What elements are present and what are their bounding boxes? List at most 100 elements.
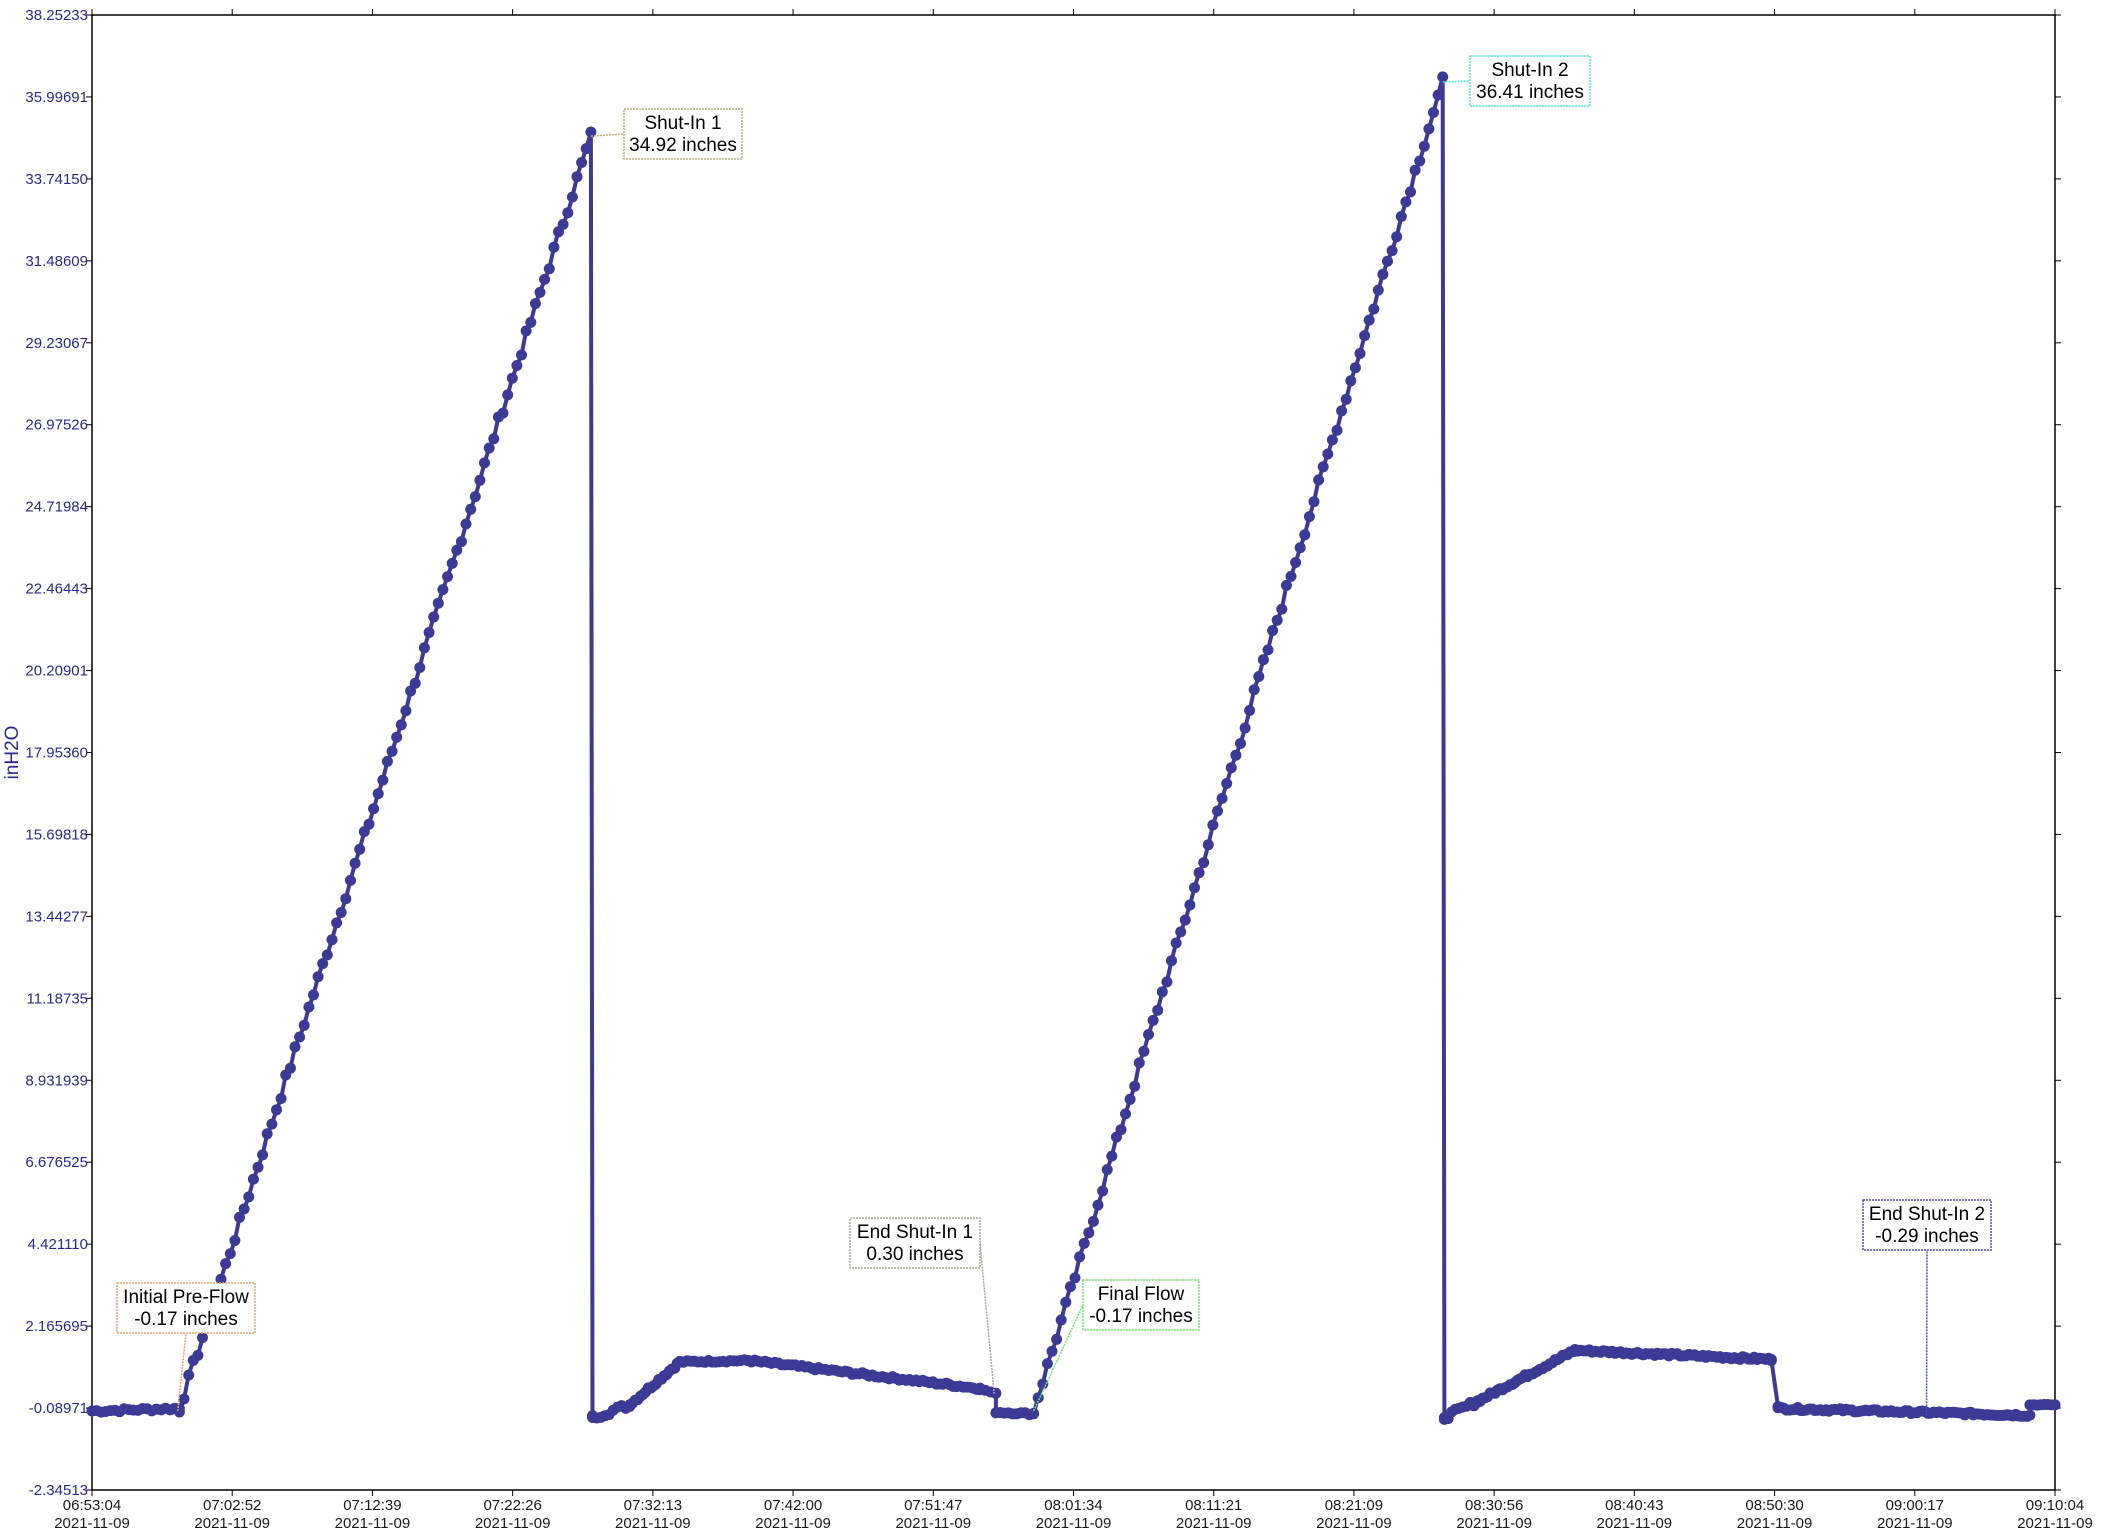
data-point: [400, 705, 412, 717]
data-point: [1359, 330, 1371, 342]
data-point: [497, 407, 509, 419]
data-point: [1331, 424, 1343, 436]
annotation-text: Initial Pre-Flow: [123, 1287, 249, 1308]
x-tick-label-time: 08:50:30: [1745, 1497, 1803, 1514]
data-point: [178, 1393, 190, 1405]
data-point: [1248, 684, 1260, 696]
annotation-text: Final Flow: [1098, 1284, 1185, 1305]
data-point: [1340, 393, 1352, 405]
y-tick-label: 20.20901: [25, 663, 88, 680]
data-point: [1349, 362, 1361, 374]
data-point: [1133, 1057, 1145, 1069]
data-point: [1138, 1045, 1150, 1057]
data-point: [451, 544, 463, 556]
data-point: [331, 917, 343, 929]
data-point: [317, 958, 329, 970]
data-point: [1120, 1108, 1131, 1120]
data-point: [2049, 1399, 2061, 1411]
data-point: [1336, 405, 1348, 417]
data-point: [585, 126, 597, 138]
x-tick-label-date: 2021-11-09: [335, 1515, 411, 1532]
x-tick-label-time: 08:30:56: [1465, 1497, 1523, 1514]
x-tick-label-time: 08:01:34: [1044, 1497, 1102, 1514]
data-point: [1262, 644, 1274, 656]
data-point: [1230, 749, 1242, 761]
data-point: [1046, 1345, 1058, 1357]
data-point: [1106, 1150, 1118, 1162]
data-point: [562, 207, 574, 219]
y-tick-label: 11.18735: [27, 990, 88, 1007]
plot-frame: [91, 14, 2056, 1491]
data-point: [1322, 448, 1334, 460]
data-point: [173, 1406, 185, 1418]
x-tick-label-time: 07:02:52: [203, 1497, 261, 1514]
data-point: [391, 731, 403, 743]
data-point: [1069, 1272, 1081, 1284]
data-point: [1055, 1314, 1067, 1326]
data-point: [1345, 375, 1357, 387]
data-point: [418, 642, 430, 654]
annotation-text: -0.17 inches: [1089, 1306, 1193, 1327]
y-tick-label: 33.74150: [25, 171, 88, 188]
data-point: [1372, 284, 1384, 296]
data-point: [460, 518, 472, 530]
data-point: [465, 503, 477, 515]
x-tick-label-time: 08:11:21: [1185, 1497, 1242, 1514]
data-point: [474, 474, 486, 486]
x-tick-label-time: 09:00:17: [1886, 1497, 1944, 1514]
data-point: [1308, 496, 1320, 508]
data-point: [1303, 511, 1315, 523]
data-point: [1147, 1014, 1159, 1026]
y-tick-label: -2.34513: [29, 1482, 88, 1499]
annotation-box: [116, 1282, 256, 1334]
data-point: [1235, 738, 1246, 749]
data-point: [1092, 1199, 1104, 1211]
annotation-end-shut-in-1: End Shut-In 10.30 inches: [849, 1217, 995, 1394]
data-point: [1294, 542, 1306, 554]
y-tick-label: 4.421110: [28, 1236, 88, 1253]
data-point: [1198, 857, 1210, 869]
data-point: [335, 907, 347, 918]
data-point: [1156, 986, 1168, 998]
data-point: [1432, 89, 1444, 101]
data-point: [1041, 1358, 1053, 1370]
data-point: [1060, 1296, 1072, 1308]
data-point: [1400, 196, 1412, 208]
x-tick-label-time: 09:10:04: [2026, 1497, 2084, 1514]
data-point: [1193, 867, 1205, 879]
data-point: [1078, 1237, 1090, 1249]
data-point: [1363, 314, 1375, 326]
data-point: [247, 1173, 259, 1185]
data-point: [502, 389, 514, 401]
data-point: [1221, 778, 1233, 789]
x-tick-label-date: 2021-11-09: [1316, 1515, 1392, 1532]
data-point: [1391, 231, 1403, 243]
data-point: [252, 1161, 264, 1173]
annotation-leader: [1032, 1304, 1084, 1412]
annotation-text: End Shut-In 2: [1869, 1204, 1985, 1225]
y-tick-label: 29.23067: [25, 335, 88, 352]
data-point: [395, 719, 407, 731]
annotation-box: [1469, 55, 1591, 107]
data-point: [275, 1093, 287, 1104]
data-point: [1129, 1080, 1141, 1092]
data-point: [1405, 186, 1416, 198]
data-point: [1437, 71, 1449, 83]
series-line: [91, 74, 2056, 1422]
data-point: [303, 1001, 315, 1013]
annotation-box: [1862, 1199, 1992, 1251]
y-tick-label: 2.165695: [25, 1318, 88, 1335]
data-point: [423, 627, 435, 638]
data-point: [1326, 434, 1338, 446]
data-point: [2024, 1409, 2036, 1421]
annotation-text: 36.41 inches: [1476, 82, 1584, 103]
data-point: [284, 1062, 296, 1074]
data-point: [1317, 461, 1329, 473]
data-point: [479, 457, 490, 469]
data-point: [557, 218, 569, 230]
data-point: [224, 1248, 236, 1260]
data-point: [1179, 914, 1191, 926]
data-point: [1271, 614, 1283, 626]
annotation-box: [1082, 1279, 1200, 1331]
